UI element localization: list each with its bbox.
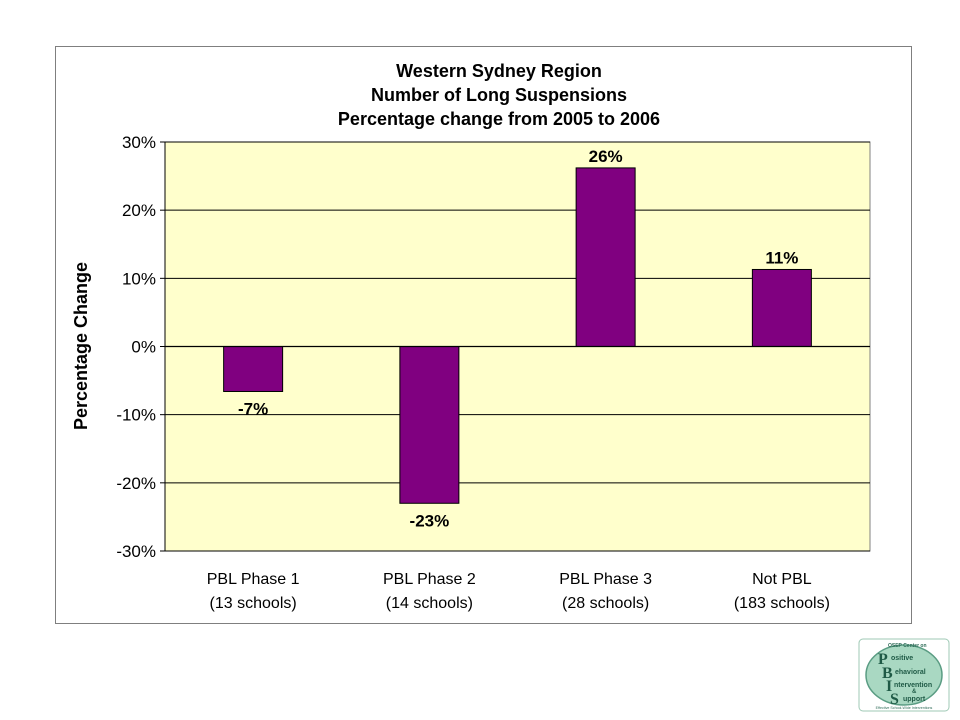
svg-text:ositive: ositive xyxy=(891,655,913,662)
chart-frame: 30% 20% 10% 0% -10% -20% -30% -7% -23% 26% 11% PBL … xyxy=(55,46,912,624)
chart-title-line: Percentage change from 2005 to 2006 xyxy=(338,109,660,129)
x-category-label: (13 schools) xyxy=(210,595,297,612)
bar-value-label: -23% xyxy=(410,511,450,530)
svg-text:Effective School-Wide Interven: Effective School-Wide Interventions xyxy=(876,706,933,710)
bar-value-label: -7% xyxy=(238,399,268,418)
bar xyxy=(751,268,812,347)
y-tick-label: -10% xyxy=(116,406,156,425)
bar xyxy=(223,346,284,392)
bar xyxy=(575,167,636,347)
svg-text:OSEP Center on: OSEP Center on xyxy=(888,643,927,649)
svg-text:ehavioral: ehavioral xyxy=(895,669,926,676)
svg-text:I: I xyxy=(886,678,892,695)
y-tick-label: 0% xyxy=(131,338,156,357)
x-category-label: Not PBL xyxy=(752,571,812,588)
bar xyxy=(399,346,460,504)
y-tick-label: 30% xyxy=(122,133,156,152)
svg-text:S: S xyxy=(890,691,899,708)
y-axis-title: Percentage Change xyxy=(71,262,91,430)
y-tick-label: -20% xyxy=(116,474,156,493)
x-category-label: (183 schools) xyxy=(734,595,830,612)
x-category-label: PBL Phase 2 xyxy=(383,571,476,588)
bar-value-label: 11% xyxy=(765,248,798,267)
x-category-label: PBL Phase 3 xyxy=(559,571,652,588)
chart-title-line: Number of Long Suspensions xyxy=(371,85,627,105)
y-tick-label: 20% xyxy=(122,201,156,220)
svg-text:ntervention: ntervention xyxy=(894,682,932,689)
svg-text:&: & xyxy=(912,689,917,695)
svg-text:B: B xyxy=(882,665,893,682)
y-tick-label: -30% xyxy=(116,542,156,561)
y-tick-label: 10% xyxy=(122,269,156,288)
chart-title-line: Western Sydney Region xyxy=(396,61,602,81)
pbis-logo: OSEP Center on P B I S ositive ehavioral… xyxy=(858,638,950,712)
x-category-label: PBL Phase 1 xyxy=(207,571,300,588)
svg-text:P: P xyxy=(878,651,888,668)
bar-value-label: 26% xyxy=(589,147,623,166)
bar-chart: 30% 20% 10% 0% -10% -20% -30% -7% -23% 26% 11% PBL … xyxy=(71,61,871,612)
x-category-label: (28 schools) xyxy=(562,595,649,612)
x-category-label: (14 schools) xyxy=(386,595,473,612)
svg-text:upport: upport xyxy=(903,696,926,703)
